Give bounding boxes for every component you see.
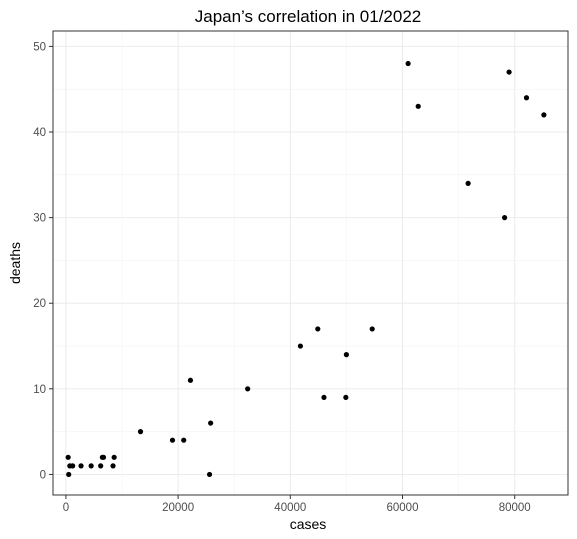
x-axis-ticks: 0 20000 40000 60000 80000: [63, 495, 531, 514]
data-point: [66, 471, 72, 478]
y-tick-label: 10: [33, 384, 46, 396]
data-point: [541, 112, 547, 118]
data-point: [78, 463, 84, 469]
data-point: [181, 437, 187, 443]
data-point: [369, 326, 375, 332]
data-point: [88, 463, 94, 469]
data-point: [321, 394, 327, 401]
x-tick-label: 80000: [499, 502, 531, 514]
x-tick-label: 60000: [387, 502, 419, 514]
data-point: [70, 463, 76, 469]
data-point: [169, 437, 176, 443]
chart-title: Japan’s correlation in 01/2022: [195, 7, 422, 26]
data-point: [343, 352, 350, 358]
x-tick-label: 40000: [274, 502, 306, 514]
x-tick-label: 20000: [162, 502, 194, 514]
y-tick-label: 30: [33, 213, 46, 225]
data-point: [110, 463, 116, 469]
y-tick-label: 20: [33, 298, 46, 310]
data-point: [98, 463, 104, 469]
major-gridlines: [53, 31, 568, 495]
data-point: [315, 326, 321, 332]
minor-gridlines: [53, 31, 568, 495]
data-point: [523, 95, 530, 101]
data-point: [245, 386, 251, 392]
y-tick-label: 50: [33, 41, 46, 53]
x-tick-label: 0: [63, 502, 69, 514]
data-point: [502, 215, 508, 221]
y-tick-label: 40: [33, 127, 46, 139]
data-point: [506, 69, 512, 75]
data-point: [297, 343, 304, 349]
data-point: [405, 60, 411, 67]
data-point: [65, 454, 71, 460]
y-tick-label: 0: [40, 469, 46, 481]
data-point: [465, 180, 471, 186]
x-axis-title: cases: [290, 516, 327, 532]
data-point: [415, 103, 421, 109]
data-point: [137, 429, 144, 435]
data-point: [343, 394, 349, 401]
data-point: [187, 377, 194, 383]
data-point: [111, 454, 117, 460]
data-point: [100, 454, 107, 460]
plot-panel: [52, 30, 569, 496]
y-axis-ticks: 0 10 20 30 40 50: [33, 41, 53, 481]
data-point: [206, 471, 213, 478]
y-axis-title: deaths: [7, 242, 23, 284]
data-points: [65, 60, 547, 478]
data-point: [208, 420, 214, 426]
